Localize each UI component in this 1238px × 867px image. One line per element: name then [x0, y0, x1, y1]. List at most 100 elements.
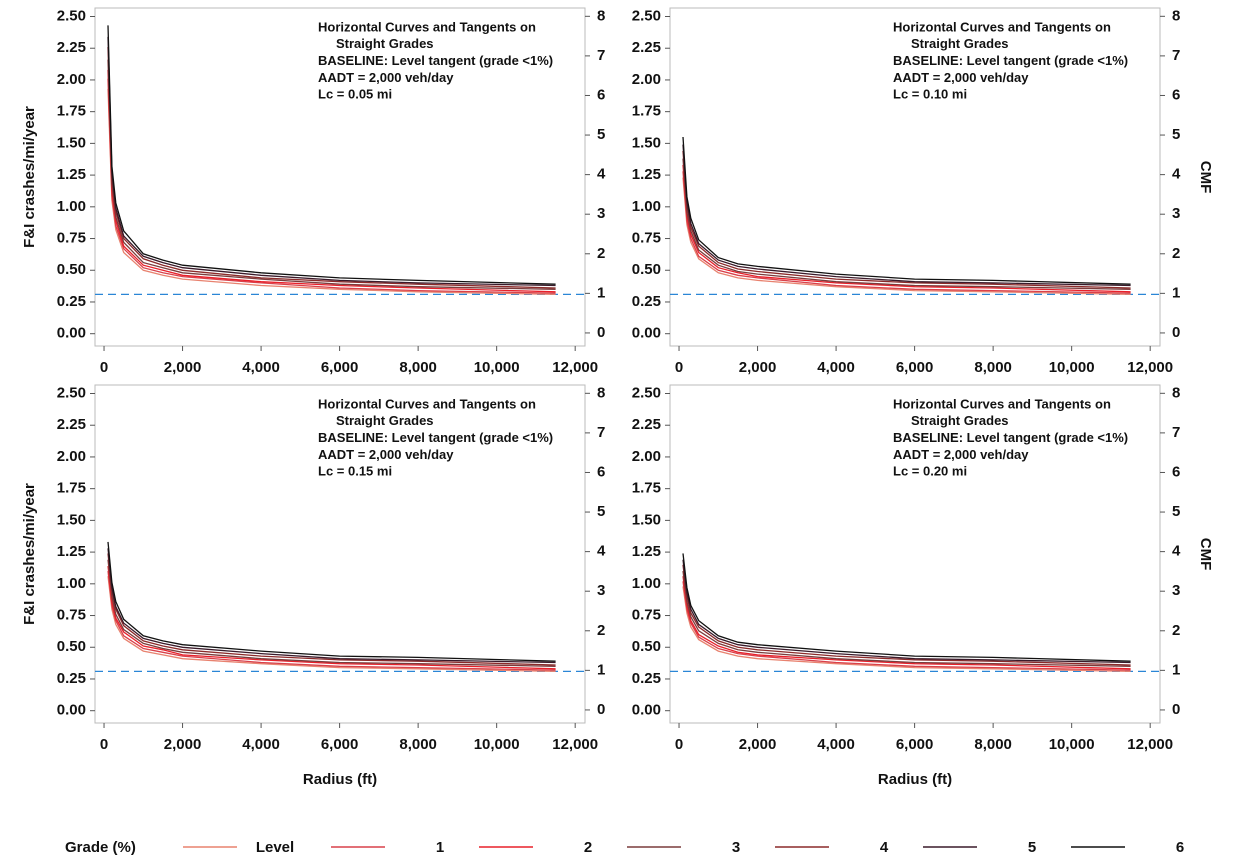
legend-label: 3	[732, 839, 740, 856]
y2-tick-label: 5	[597, 126, 605, 143]
y-tick-label: 0.25	[632, 670, 661, 687]
y-tick-label: 1.25	[57, 166, 86, 183]
y2-tick-label: 1	[597, 284, 605, 301]
series-line	[682, 553, 1131, 662]
y-tick-label: 0.00	[632, 702, 661, 719]
y2-tick-label: 3	[597, 582, 605, 599]
x-tick-label: 2,000	[164, 359, 202, 376]
y2-tick-label: 7	[1172, 424, 1180, 441]
series-line	[682, 571, 1131, 667]
y-tick-label: 1.50	[57, 511, 86, 528]
series-line	[682, 144, 1131, 287]
x-tick-label: 8,000	[974, 736, 1012, 753]
y2-tick-label: 4	[1172, 166, 1181, 183]
y-tick-label: 2.50	[632, 7, 661, 24]
annotation: Straight Grades	[336, 36, 434, 51]
y2-tick-label: 7	[597, 424, 605, 441]
y2-tick-label: 1	[1172, 284, 1180, 301]
x-tick-label: 0	[100, 736, 108, 753]
x-tick-label: 12,000	[552, 736, 598, 753]
x-tick-label: 6,000	[321, 736, 359, 753]
annotation: BASELINE: Level tangent (grade <1%)	[318, 53, 553, 68]
x-tick-label: 10,000	[1049, 359, 1095, 376]
series-line	[107, 541, 556, 662]
y-tick-label: 0.00	[632, 325, 661, 342]
y2-tick-label: 2	[1172, 245, 1180, 262]
y2-axis-label: CMF	[1197, 161, 1214, 194]
annotation: Straight Grades	[911, 413, 1009, 428]
panel: 0.00 0.25 0.50 0.75 1.00 1.25 1.50 1.75 2.00 2.25…	[21, 384, 606, 788]
x-tick-label: 4,000	[817, 359, 855, 376]
x-tick-label: 4,000	[242, 736, 280, 753]
y2-tick-label: 6	[597, 86, 605, 103]
series-line	[682, 559, 1131, 664]
y-tick-label: 2.50	[57, 384, 86, 401]
y-tick-label: 1.75	[57, 480, 86, 497]
legend-label: 6	[1176, 839, 1184, 856]
series-line	[107, 69, 556, 293]
y-tick-label: 2.25	[632, 416, 661, 433]
y-tick-label: 0.75	[57, 607, 86, 624]
x-tick-label: 2,000	[739, 359, 777, 376]
x-tick-label: 0	[675, 736, 683, 753]
y2-tick-label: 0	[1172, 324, 1180, 341]
y2-tick-label: 2	[1172, 622, 1180, 639]
annotation: BASELINE: Level tangent (grade <1%)	[318, 430, 553, 445]
y2-tick-label: 1	[1172, 661, 1180, 678]
annotation: Lc = 0.05 mi	[318, 87, 392, 102]
series-line	[107, 571, 556, 671]
x-axis-label: Radius (ft)	[303, 771, 377, 788]
series-line	[682, 171, 1131, 294]
x-tick-label: 10,000	[474, 359, 520, 376]
y-tick-label: 0.25	[57, 670, 86, 687]
y2-tick-label: 4	[597, 166, 606, 183]
y-tick-label: 2.25	[57, 39, 86, 56]
y-tick-label: 1.00	[632, 198, 661, 215]
y-tick-label: 1.75	[632, 103, 661, 120]
y2-tick-label: 6	[597, 463, 605, 480]
y2-tick-label: 7	[597, 47, 605, 64]
x-tick-label: 12,000	[1127, 359, 1173, 376]
y-tick-label: 2.25	[632, 39, 661, 56]
y-tick-label: 0.75	[632, 607, 661, 624]
y2-tick-label: 3	[1172, 205, 1180, 222]
panel: 0.00 0.25 0.50 0.75 1.00 1.25 1.50 1.75 2.00 2.25…	[632, 384, 1214, 788]
y-tick-label: 1.25	[632, 543, 661, 560]
y-tick-label: 2.50	[57, 7, 86, 24]
y-tick-label: 2.00	[632, 448, 661, 465]
x-tick-label: 10,000	[1049, 736, 1095, 753]
y2-tick-label: 7	[1172, 47, 1180, 64]
series-line	[107, 553, 556, 666]
annotation: AADT = 2,000 veh/day	[893, 70, 1029, 85]
series-line	[682, 564, 1131, 666]
y-tick-label: 0.75	[57, 230, 86, 247]
x-tick-label: 2,000	[164, 736, 202, 753]
annotation: Lc = 0.15 mi	[318, 464, 392, 479]
x-tick-label: 6,000	[896, 359, 934, 376]
y-tick-label: 1.50	[57, 134, 86, 151]
y2-tick-label: 3	[1172, 582, 1180, 599]
y-tick-label: 0.75	[632, 230, 661, 247]
annotation: AADT = 2,000 veh/day	[893, 447, 1029, 462]
y2-tick-label: 5	[1172, 503, 1180, 520]
y-axis-label: F&I crashes/mi/year	[21, 483, 38, 625]
y2-tick-label: 6	[1172, 463, 1180, 480]
y-tick-label: 0.50	[632, 261, 661, 278]
y2-tick-label: 1	[597, 661, 605, 678]
y2-tick-label: 4	[597, 543, 606, 560]
series-line	[107, 548, 556, 664]
legend-label: 4	[880, 839, 889, 856]
y2-tick-label: 8	[1172, 7, 1180, 24]
series-line	[682, 586, 1131, 673]
panel: 0.00 0.25 0.50 0.75 1.00 1.25 1.50 1.75 2.00 2.25…	[632, 7, 1214, 376]
y2-tick-label: 5	[597, 503, 605, 520]
y2-tick-label: 0	[597, 324, 605, 341]
legend-label: 2	[584, 839, 592, 856]
y-tick-label: 2.00	[632, 71, 661, 88]
x-tick-label: 8,000	[399, 359, 437, 376]
x-tick-label: 4,000	[817, 736, 855, 753]
annotation: Horizontal Curves and Tangents on	[318, 19, 536, 34]
annotation: Straight Grades	[336, 413, 434, 428]
x-tick-label: 10,000	[474, 736, 520, 753]
series-line	[107, 576, 556, 673]
